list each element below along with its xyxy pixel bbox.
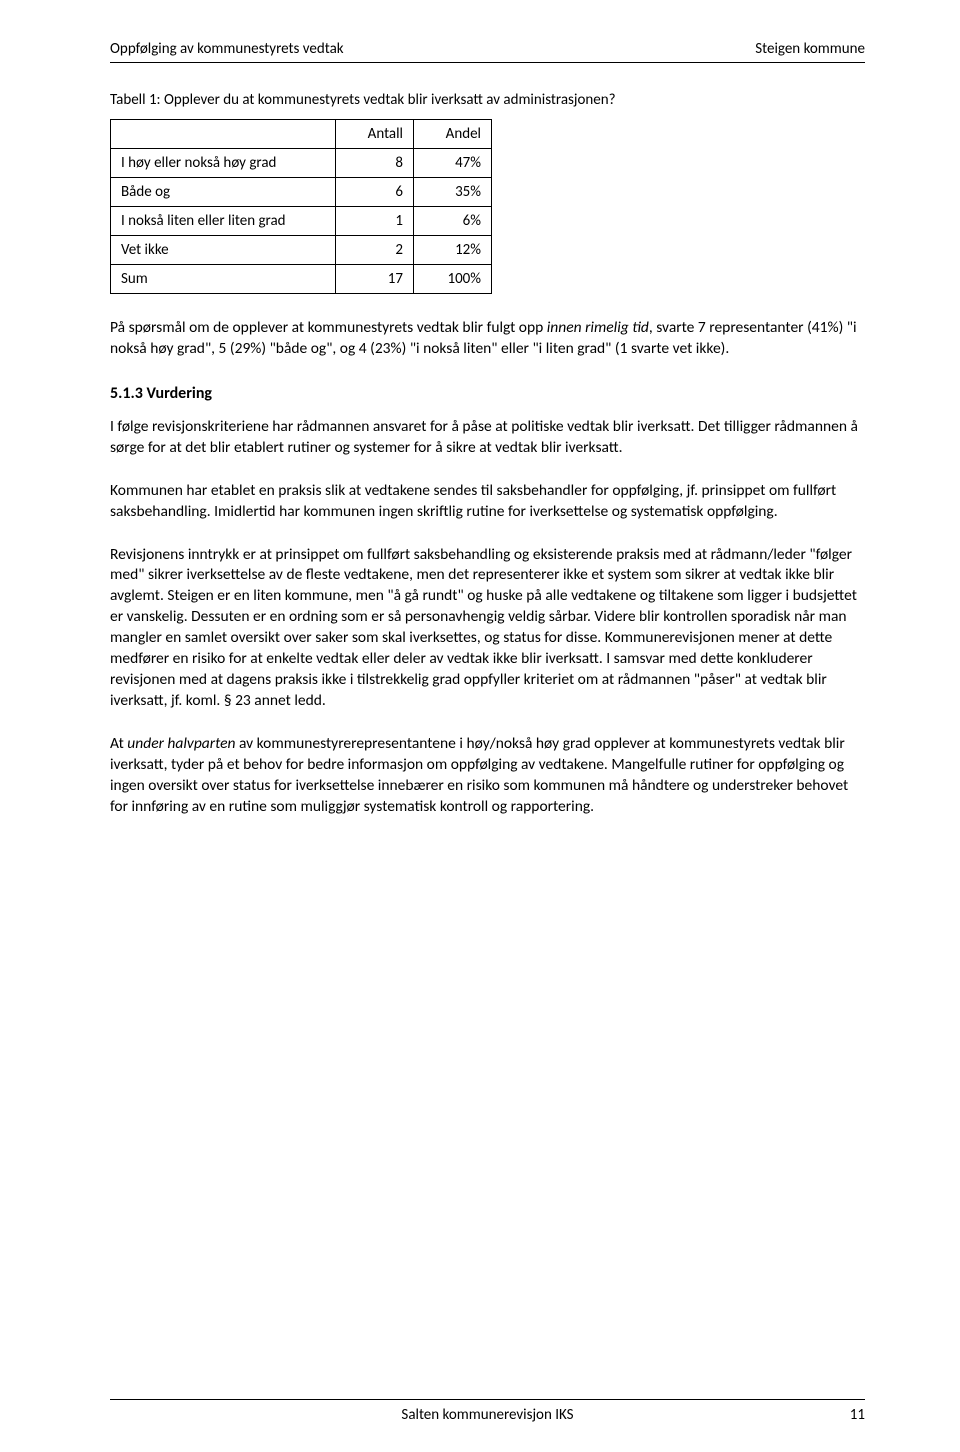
table-col-pct: Andel bbox=[414, 120, 492, 149]
row-pct: 6% bbox=[414, 207, 492, 236]
table-row: I nokså liten eller liten grad 1 6% bbox=[111, 207, 492, 236]
row-count: 17 bbox=[336, 265, 414, 294]
table-row: Både og 6 35% bbox=[111, 178, 492, 207]
row-label: I høy eller nokså høy grad bbox=[111, 149, 336, 178]
row-label: Sum bbox=[111, 265, 336, 294]
header-left: Oppfølging av kommunestyrets vedtak bbox=[110, 40, 344, 58]
row-pct: 35% bbox=[414, 178, 492, 207]
survey-table: Antall Andel I høy eller nokså høy grad … bbox=[110, 119, 492, 294]
footer-center: Salten kommunerevisjon IKS bbox=[150, 1406, 825, 1424]
row-count: 6 bbox=[336, 178, 414, 207]
footer-spacer bbox=[110, 1406, 150, 1424]
row-pct: 12% bbox=[414, 236, 492, 265]
page-footer: Salten kommunerevisjon IKS 11 bbox=[110, 1379, 865, 1424]
row-count: 8 bbox=[336, 149, 414, 178]
row-count: 2 bbox=[336, 236, 414, 265]
intro-pre: På spørsmål om de opplever at kommunesty… bbox=[110, 318, 547, 337]
intro-italic: innen rimelig tid bbox=[547, 318, 649, 337]
body-paragraph-2: Kommunen har etablet en praksis slik at … bbox=[110, 481, 865, 523]
row-count: 1 bbox=[336, 207, 414, 236]
body-paragraph-1: I følge revisjonskriteriene har rådmanne… bbox=[110, 417, 865, 459]
table-title: Tabell 1: Opplever du at kommunestyrets … bbox=[110, 91, 865, 109]
section-heading: 5.1.3 Vurdering bbox=[110, 384, 865, 403]
table-header-row: Antall Andel bbox=[111, 120, 492, 149]
table-col-blank bbox=[111, 120, 336, 149]
p4-italic: under halvparten bbox=[127, 734, 235, 753]
row-pct: 100% bbox=[414, 265, 492, 294]
row-label: I nokså liten eller liten grad bbox=[111, 207, 336, 236]
row-pct: 47% bbox=[414, 149, 492, 178]
footer-page-number: 11 bbox=[825, 1406, 865, 1424]
row-label: Både og bbox=[111, 178, 336, 207]
header-right: Steigen kommune bbox=[755, 40, 865, 58]
body-paragraph-4: At under halvparten av kommunestyrerepre… bbox=[110, 734, 865, 818]
table-row: I høy eller nokså høy grad 8 47% bbox=[111, 149, 492, 178]
body-paragraph-3: Revisjonens inntrykk er at prinsippet om… bbox=[110, 545, 865, 712]
table-col-count: Antall bbox=[336, 120, 414, 149]
table-row: Vet ikke 2 12% bbox=[111, 236, 492, 265]
row-label: Vet ikke bbox=[111, 236, 336, 265]
page-header: Oppfølging av kommunestyrets vedtak Stei… bbox=[110, 40, 865, 58]
p4-pre: At bbox=[110, 734, 127, 753]
table-row: Sum 17 100% bbox=[111, 265, 492, 294]
header-rule bbox=[110, 62, 865, 63]
intro-paragraph: På spørsmål om de opplever at kommunesty… bbox=[110, 318, 865, 360]
